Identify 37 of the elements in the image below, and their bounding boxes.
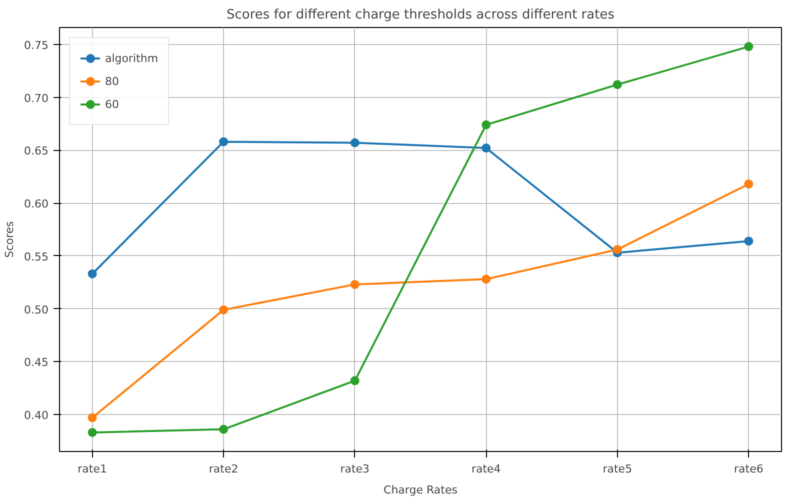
point: [744, 236, 754, 246]
point: [219, 137, 228, 146]
y-tick-label: 0.55: [24, 250, 49, 264]
point: [350, 376, 360, 386]
y-axis-title: Scores: [3, 220, 16, 258]
point: [612, 80, 622, 90]
x-axis-title: Charge Rates: [384, 484, 458, 496]
x-tick-label: rate2: [208, 462, 238, 476]
point: [482, 144, 491, 153]
point: [744, 179, 754, 188]
point: [219, 424, 228, 434]
x-tick-label: rate6: [734, 462, 764, 476]
point: [88, 269, 97, 278]
y-tick-label: 0.65: [24, 144, 49, 158]
y-tick-label: 0.40: [24, 408, 49, 422]
y-tick-label: 0.50: [24, 303, 49, 316]
point: [88, 413, 97, 422]
point: [744, 42, 754, 52]
x-tick-label: rate4: [471, 462, 501, 476]
point: [219, 305, 228, 314]
x-tick-label: rate5: [602, 462, 632, 476]
chart-title: Scores for different charge thresholds across different rates: [226, 8, 615, 22]
point: [88, 428, 97, 437]
x-tick-label: rate1: [78, 462, 107, 476]
point: [482, 120, 491, 130]
point: [482, 274, 491, 284]
legend-label: 60: [105, 98, 120, 110]
x-tick-label: rate3: [340, 462, 370, 476]
y-tick-label: 0.60: [24, 198, 49, 211]
y-tick-label: 0.45: [24, 356, 49, 370]
y-tick-label: 0.75: [24, 38, 49, 52]
point: [350, 280, 360, 289]
point: [612, 245, 622, 254]
legend-label: algorithm: [105, 52, 158, 64]
y-tick-label: 0.70: [24, 92, 49, 105]
point: [350, 138, 360, 148]
legend-label: 80: [105, 74, 120, 88]
